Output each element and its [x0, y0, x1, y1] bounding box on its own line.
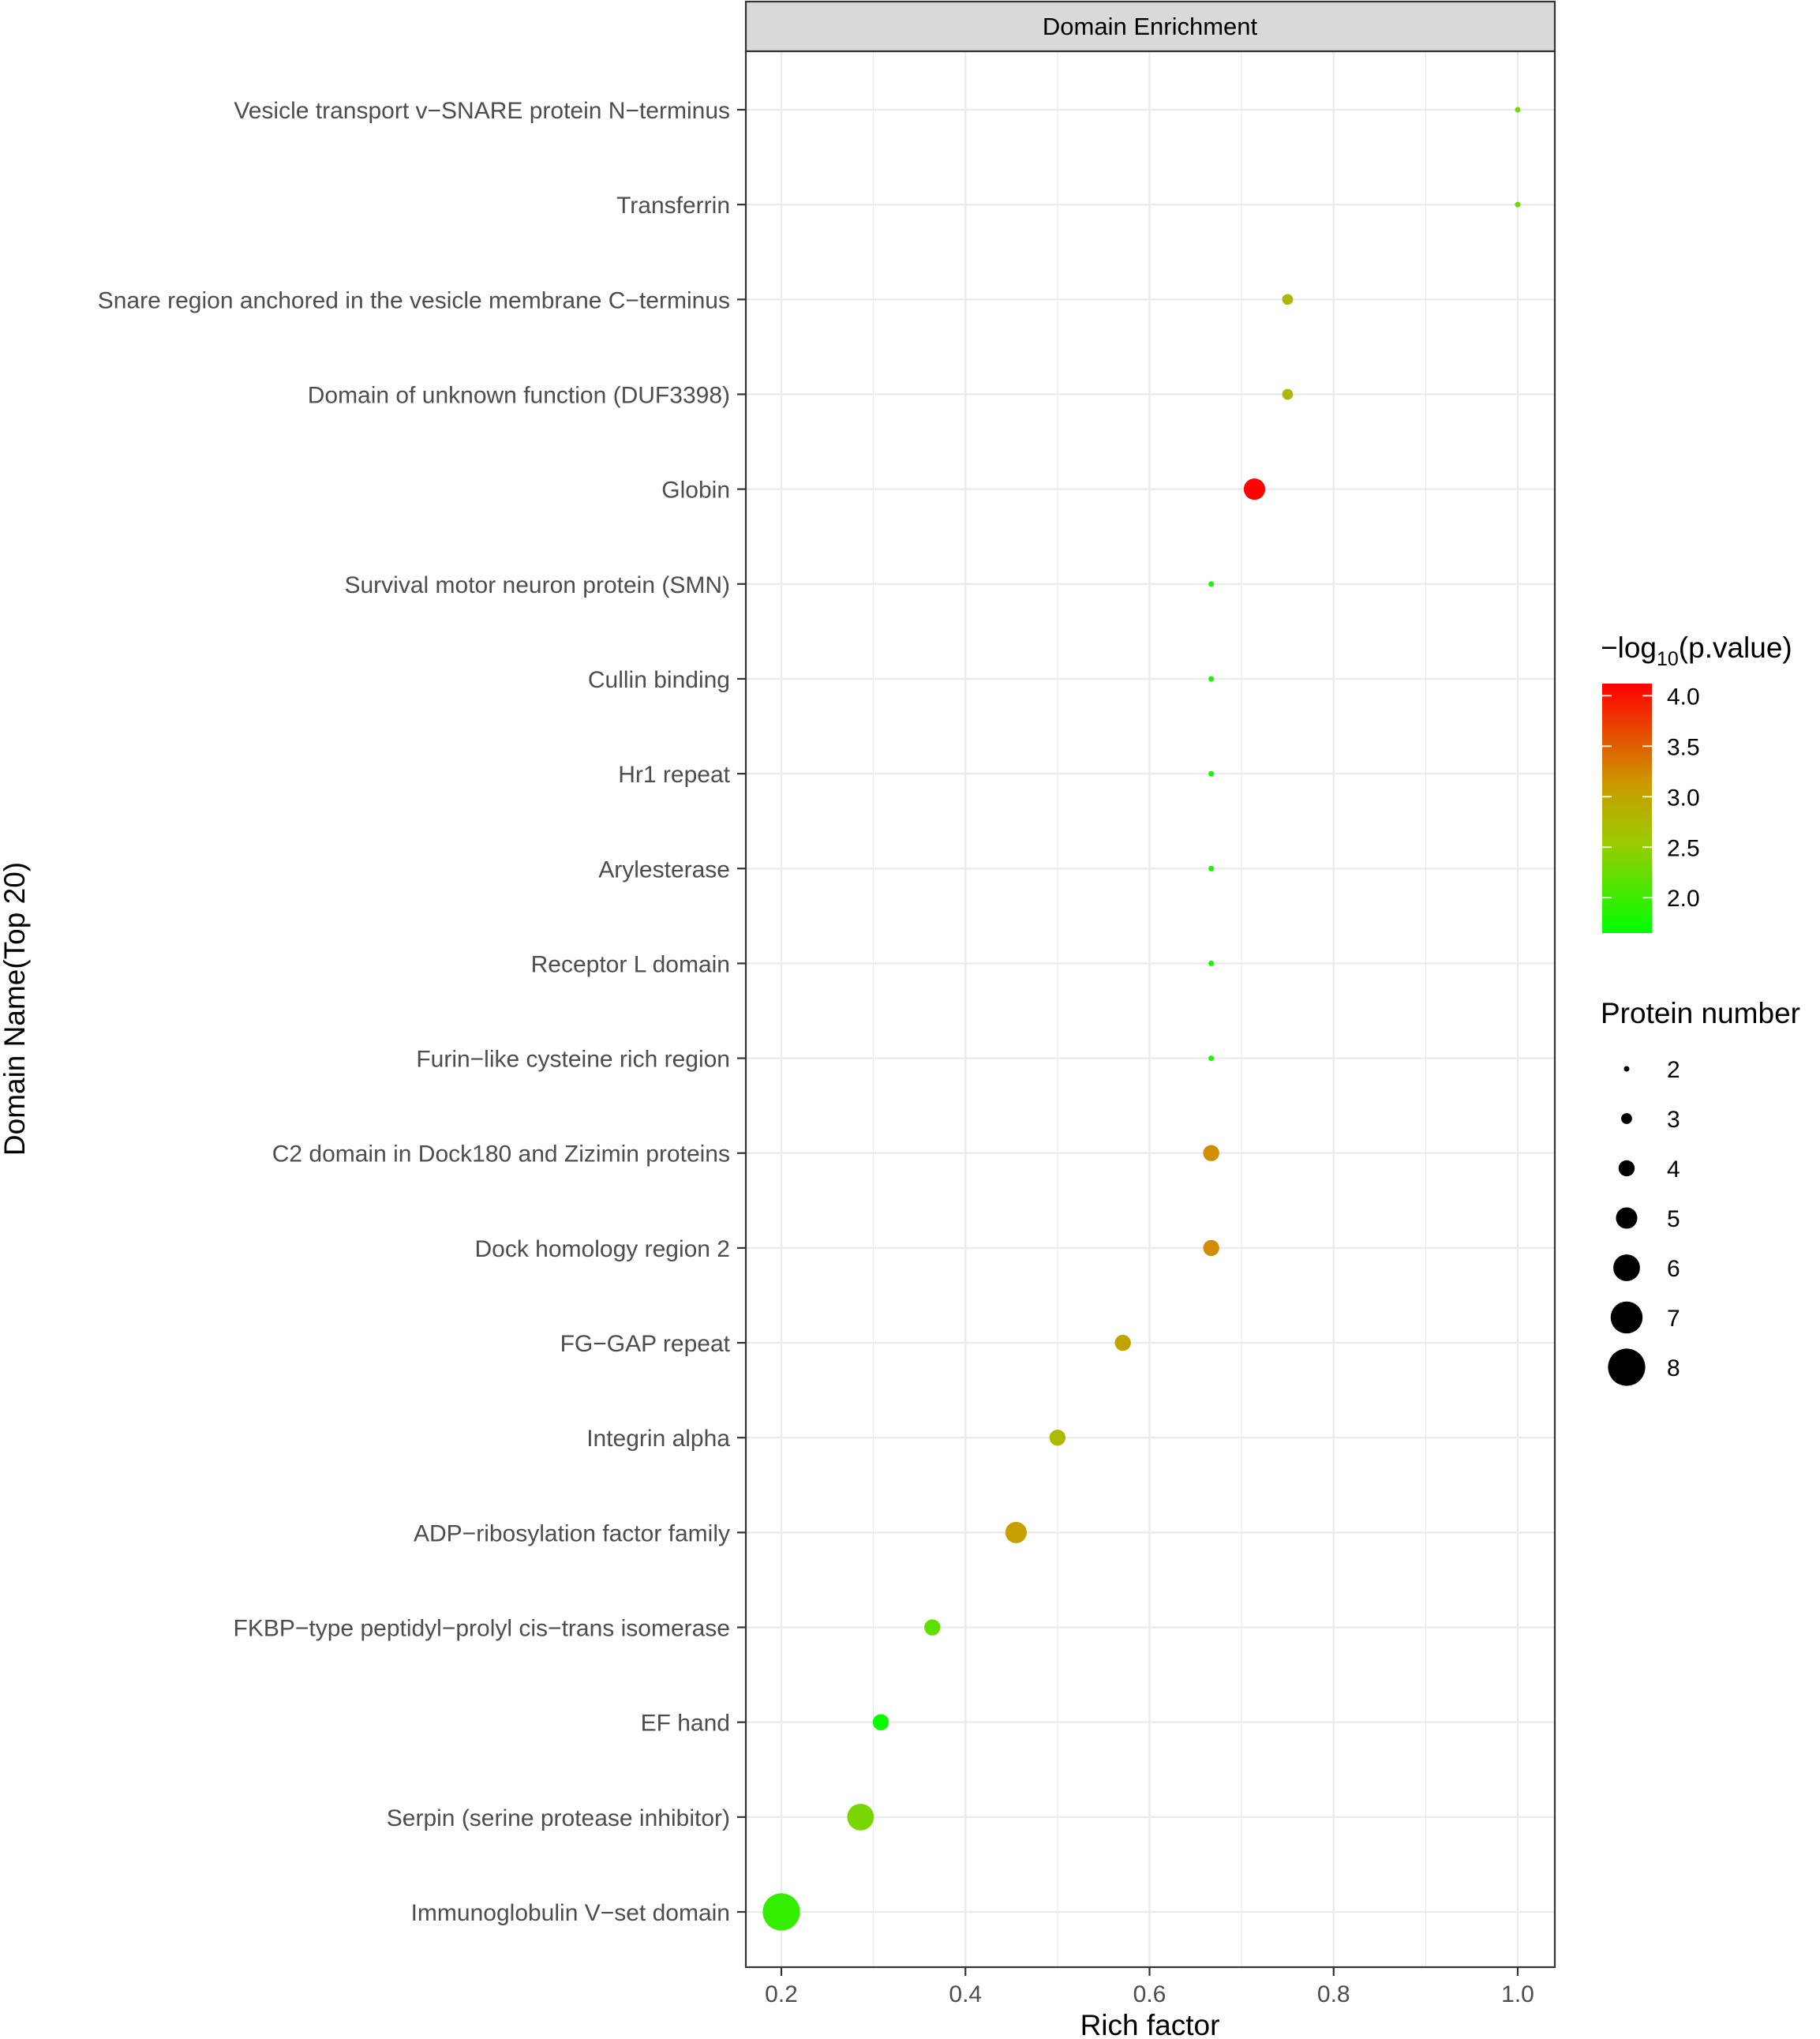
- data-point: [1005, 1521, 1027, 1543]
- y-tick-label: Transferrin: [616, 193, 730, 219]
- size-key-label: 5: [1667, 1206, 1680, 1232]
- color-legend-title-suffix: (p.value): [1679, 632, 1792, 664]
- data-point: [1203, 1145, 1219, 1161]
- x-tick-label: 0.6: [1133, 1981, 1167, 2007]
- size-key-label: 7: [1667, 1306, 1680, 1332]
- color-tick-label: 3.0: [1667, 785, 1700, 811]
- size-key-label: 8: [1667, 1355, 1680, 1381]
- x-tick-label: 1.0: [1501, 1981, 1534, 2007]
- y-tick-label: Integrin alpha: [586, 1426, 730, 1452]
- data-point: [1114, 1334, 1131, 1351]
- y-tick-label: EF hand: [641, 1711, 730, 1737]
- y-tick-label: ADP−ribosylation factor family: [414, 1520, 730, 1546]
- y-tick-label: Globin: [661, 478, 730, 504]
- y-tick-label: C2 domain in Dock180 and Zizimin protein…: [272, 1141, 730, 1168]
- data-point: [1208, 581, 1215, 587]
- data-point: [1208, 770, 1215, 777]
- color-bar-ticks: 4.0 3.5 3.0 2.5 2.0: [1602, 684, 1700, 912]
- y-tick-label: FKBP−type peptidyl−prolyl cis−trans isom…: [234, 1616, 730, 1642]
- size-key-dot: [1621, 1113, 1632, 1124]
- y-tick-label: Domain of unknown function (DUF3398): [308, 382, 730, 408]
- data-point: [924, 1619, 941, 1636]
- data-point: [762, 1893, 800, 1931]
- data-point: [1208, 676, 1215, 682]
- y-tick-label: Vesicle transport v−SNARE protein N−term…: [234, 98, 730, 124]
- data-point: [1243, 478, 1266, 500]
- size-key-dot: [1616, 1207, 1638, 1229]
- y-tick-label: Receptor L domain: [531, 951, 730, 977]
- color-tick-label: 3.5: [1667, 734, 1700, 760]
- y-tick-label: FG−GAP repeat: [560, 1331, 731, 1357]
- x-tick-label: 0.8: [1317, 1981, 1350, 2007]
- panel-title: Domain Enrichment: [1043, 13, 1258, 40]
- size-key-dot: [1610, 1301, 1643, 1334]
- size-legend-title: Protein number: [1601, 997, 1800, 1029]
- x-axis: 0.2 0.4 0.6 0.8 1.0: [765, 1967, 1534, 2007]
- panel-strip: Domain Enrichment: [744, 0, 1556, 53]
- y-tick-label: Arylesterase: [598, 856, 730, 883]
- data-point: [1282, 388, 1294, 400]
- data-point: [1515, 107, 1521, 113]
- color-bar: [1602, 684, 1652, 933]
- color-legend-title-sub: 10: [1657, 648, 1679, 670]
- y-axis-title: Domain Name(Top 20): [0, 862, 31, 1156]
- data-points: [762, 107, 1521, 1931]
- y-tick-label: Immunoglobulin V−set domain: [411, 1900, 730, 1926]
- size-key-dot: [1608, 1348, 1646, 1386]
- data-point: [847, 1803, 874, 1831]
- y-tick-label: Cullin binding: [588, 667, 730, 693]
- color-tick-label: 4.0: [1667, 684, 1700, 710]
- color-tick-label: 2.0: [1667, 886, 1700, 912]
- y-tick-label: Hr1 repeat: [618, 762, 730, 788]
- y-tick-label: Snare region anchored in the vesicle mem…: [98, 287, 730, 313]
- data-point: [1208, 960, 1215, 966]
- color-legend: −log10(p.value) 4.0 3.5 3.0 2.5 2.0: [1601, 632, 1792, 933]
- size-key-label: 6: [1667, 1256, 1680, 1282]
- data-point: [1203, 1239, 1219, 1257]
- color-tick-label: 2.5: [1667, 835, 1700, 861]
- x-tick-label: 0.2: [765, 1981, 798, 2007]
- data-point: [1208, 1055, 1215, 1062]
- size-legend: Protein number 2 3 4 5 6 7 8: [1601, 997, 1800, 1386]
- size-key-dot: [1618, 1160, 1635, 1177]
- size-key-dot: [1623, 1066, 1630, 1072]
- y-tick-label: Serpin (serine protease inhibitor): [387, 1805, 730, 1831]
- y-tick-label: Dock homology region 2: [474, 1236, 730, 1262]
- x-axis-title: Rich factor: [1080, 2009, 1220, 2039]
- y-tick-label: Furin−like cysteine rich region: [416, 1047, 730, 1073]
- y-axis: Vesicle transport v−SNARE protein N−term…: [98, 98, 746, 1926]
- y-tick-label: Survival motor neuron protein (SMN): [344, 572, 730, 598]
- data-point: [872, 1714, 889, 1730]
- size-legend-keys: 2 3 4 5 6 7 8: [1608, 1057, 1680, 1386]
- size-key-label: 3: [1667, 1107, 1680, 1133]
- size-key-label: 4: [1667, 1156, 1680, 1183]
- color-legend-title-prefix: −log: [1601, 632, 1657, 664]
- size-key-dot: [1613, 1254, 1640, 1281]
- data-point: [1515, 201, 1521, 208]
- data-point: [1282, 294, 1294, 305]
- data-point: [1049, 1430, 1066, 1446]
- color-legend-title: −log10(p.value): [1601, 632, 1792, 670]
- grid-lines: [746, 51, 1555, 1967]
- data-point: [1208, 865, 1215, 871]
- x-tick-label: 0.4: [949, 1981, 982, 2007]
- size-key-label: 2: [1667, 1057, 1680, 1083]
